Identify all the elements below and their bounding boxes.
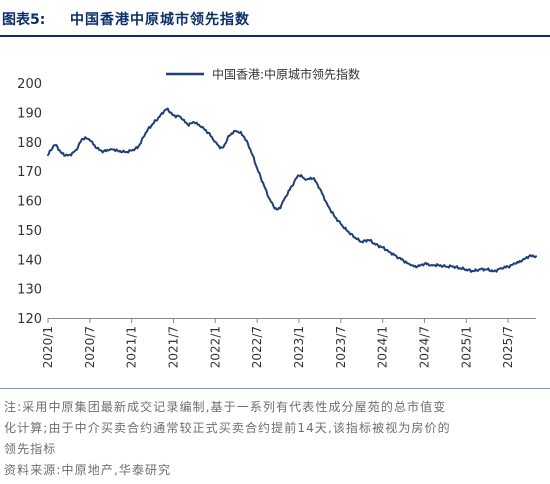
source-line: 资料来源:中原地产,华泰研究 — [4, 463, 172, 477]
x-tick-label: 2023/1 — [292, 326, 306, 368]
y-tick-label: 160 — [17, 195, 42, 210]
legend-label: 中国香港:中原城市领先指数 — [212, 67, 360, 82]
y-tick-label: 120 — [17, 312, 42, 327]
y-tick-label: 140 — [17, 253, 42, 268]
x-tick-label: 2024/7 — [417, 326, 431, 368]
series-line-centaline-index — [47, 107, 537, 273]
figure-label: 图表5: — [2, 12, 46, 28]
y-tick-label: 150 — [17, 224, 42, 239]
y-axis: 120 130 140 150 160 170 180 190 200 — [17, 77, 42, 327]
note-line-2: 化计算;由于中介买卖合约通常较正式买卖合约提前14天,该指标被视为房价的 — [4, 421, 451, 435]
y-tick-label: 200 — [17, 77, 42, 92]
chart: 中国香港:中原城市领先指数 120 130 140 150 160 170 180 190 20… — [17, 67, 537, 368]
x-tick-label: 2021/1 — [125, 326, 139, 368]
y-tick-label: 170 — [17, 165, 42, 180]
chart-legend: 中国香港:中原城市领先指数 — [166, 67, 360, 82]
note-line-3: 领先指标 — [4, 442, 57, 456]
notes-rule — [0, 388, 550, 389]
x-axis: 2020/1 2020/7 2021/1 2021/7 2022/1 2022/7 2023… — [41, 318, 536, 368]
series-layer — [47, 107, 537, 273]
x-tick-label: 2020/7 — [83, 326, 97, 368]
figure-title: 中国香港中原城市领先指数 — [70, 12, 250, 28]
x-tick-label: 2025/7 — [501, 326, 515, 368]
y-tick-label: 130 — [17, 283, 42, 298]
x-tick-label: 2024/1 — [376, 326, 390, 368]
x-tick-label: 2022/7 — [250, 326, 264, 368]
note-line-1: 注:采用中原集团最新成交记录编制,基于一系列有代表性成分屋苑的总市值变 — [4, 400, 447, 414]
header-rule — [0, 35, 550, 37]
y-tick-label: 180 — [17, 136, 42, 151]
figure-header: 图表5: 中国香港中原城市领先指数 — [0, 0, 550, 40]
x-tick-label: 2022/1 — [208, 326, 222, 368]
x-tick-label: 2020/1 — [41, 326, 55, 368]
x-tick-label: 2025/1 — [459, 326, 473, 368]
x-tick-label: 2021/7 — [166, 326, 180, 368]
y-tick-label: 190 — [17, 106, 42, 121]
x-tick-label: 2023/7 — [334, 326, 348, 368]
